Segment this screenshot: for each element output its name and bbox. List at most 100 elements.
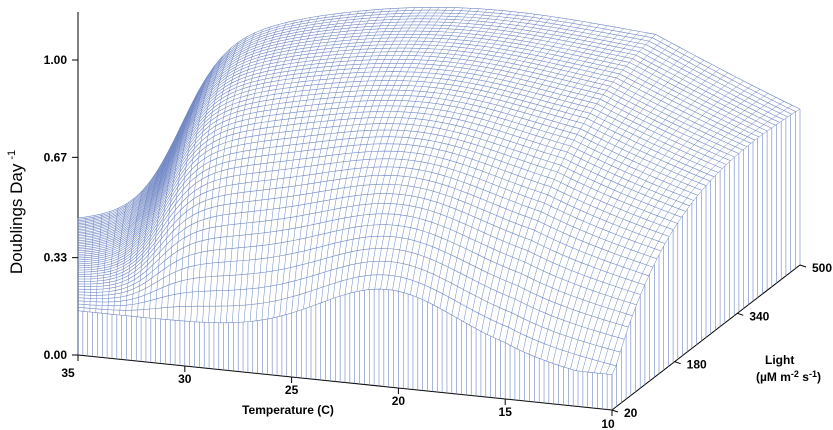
x-tick-label: 20 (392, 394, 406, 408)
surface-col-line (392, 10, 504, 291)
x-tick-label: 10 (601, 417, 615, 430)
surface-col-line (487, 29, 632, 335)
surface-col-line (451, 21, 584, 316)
surface-col-line (368, 8, 472, 290)
surface-col-line (374, 8, 480, 290)
surface-col-line (172, 77, 207, 321)
z-tick-label: 180 (687, 358, 707, 372)
surface-col-line (95, 213, 103, 313)
surface-col-line (237, 20, 295, 323)
x-tick-label: 15 (499, 405, 513, 419)
z-tick-mark (611, 409, 619, 413)
surface-col-line (469, 25, 608, 326)
y-axis-ticks: 0.00 0.33 0.67 1.00 (44, 53, 78, 362)
z-tick-mark (799, 264, 807, 268)
surface-col-line (475, 26, 616, 329)
surface-col-line (255, 16, 319, 321)
surface-col-line (410, 13, 528, 295)
surface-col-line (196, 42, 239, 322)
z-tick-label: 20 (624, 406, 638, 420)
surface-col-line (546, 64, 712, 362)
surface-col-line (611, 108, 801, 375)
surface-col-line (83, 216, 87, 312)
surface-col-line (576, 85, 753, 371)
surface-col-line (457, 22, 592, 319)
surface-col-line (166, 91, 199, 320)
surface-col-line (398, 11, 512, 292)
surface-col-line (125, 190, 143, 316)
x-tick-label: 25 (285, 383, 299, 397)
x-tick-label: 35 (61, 366, 75, 380)
surface-col-line (279, 11, 352, 317)
surface-col-line (439, 18, 568, 309)
surface-col-line (315, 8, 400, 305)
surface-col-line (220, 26, 271, 323)
surface-col-line (326, 7, 416, 301)
surface-col-line (273, 12, 343, 318)
surface-col-line (499, 32, 648, 341)
surface-col-line (243, 18, 303, 323)
surface-col-line (249, 17, 311, 322)
z-axis-title-line1: Light (765, 353, 794, 367)
surface-col-line (350, 7, 448, 293)
surface-col-line (208, 32, 255, 323)
surface-col-line (558, 72, 728, 366)
surface-col-line (433, 17, 560, 306)
surface-col-line (421, 15, 544, 300)
surface-col-line (148, 139, 175, 319)
surface-col-line (332, 7, 424, 299)
surface-mesh (77, 7, 801, 375)
y-tick-label: 1.00 (44, 53, 68, 67)
surface-col-line (131, 181, 151, 317)
surface-col-line (107, 208, 119, 314)
surface-col-line (605, 104, 793, 375)
surface-col-line (540, 60, 704, 360)
surface-col-line (89, 215, 95, 313)
surface-col-line (297, 9, 376, 312)
surface-col-line (261, 14, 327, 320)
surface-col-line (552, 68, 720, 364)
surface-col-line (184, 56, 223, 322)
surface-col-line (344, 7, 440, 295)
surface-col-line (232, 22, 287, 323)
surface-col-line (510, 38, 664, 346)
surface-col-line (415, 14, 536, 297)
surface-col-line (588, 93, 769, 373)
surface-col-line (516, 42, 672, 349)
surface-col-line (309, 8, 392, 308)
surface-col-line (445, 20, 576, 312)
surface-col-line (113, 204, 127, 315)
surface-row-line (77, 274, 617, 367)
surface-col-line (226, 24, 279, 323)
surface-col-line (321, 7, 408, 303)
z-tick-mark (674, 361, 681, 365)
z-axis-ticks: 20 180 340 500 (611, 261, 832, 420)
surface-col-line (101, 211, 111, 314)
surface-col-line (356, 7, 456, 292)
surface-col-line (285, 10, 360, 315)
surface-col-line (493, 31, 640, 338)
x-axis-title: Temperature (C) (242, 403, 334, 417)
surface-col-line (570, 80, 744, 370)
surface-col-line (593, 97, 777, 373)
surface-col-line (303, 8, 384, 310)
surface-col-line (190, 48, 231, 322)
y-tick-label: 0.00 (44, 348, 68, 362)
surface-col-line (160, 106, 191, 320)
surface-col-line (119, 198, 135, 316)
z-axis-title-line2: (µM m-2 s-1) (756, 369, 821, 384)
surface-col-line (564, 76, 736, 368)
x-axis-ticks: 35 30 25 20 15 10 (61, 355, 615, 430)
surface-col-line (463, 24, 600, 322)
y-tick-label: 0.33 (44, 251, 68, 265)
surface-col-line (291, 10, 368, 314)
surface-row-line (77, 9, 797, 220)
z-tick-mark (737, 312, 744, 316)
surface-col-line (380, 9, 488, 290)
surface-col-line (522, 47, 680, 352)
x-tick-label: 30 (178, 372, 192, 386)
right-wall (611, 109, 801, 410)
surface-col-line (154, 122, 183, 319)
z-tick-label: 500 (812, 261, 832, 275)
surface-col-line (404, 12, 520, 293)
